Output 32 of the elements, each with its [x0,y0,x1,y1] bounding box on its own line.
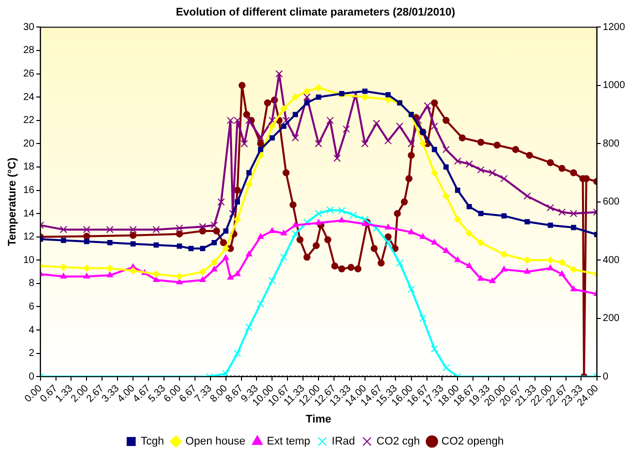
y-tick-label: 18 [23,162,35,173]
y-tick-label: 4 [28,324,35,336]
y2-tick-label: 1000 [602,80,626,92]
chart-title: Evolution of different climate parameters (28/01/2010) [176,6,456,19]
y2-tick-label: 1200 [602,22,626,33]
y2-tick-label: 800 [602,138,620,150]
y2-tick-label: 600 [602,196,620,208]
y-tick-label: 10 [23,254,35,266]
y-tick-label: 8 [28,278,35,290]
y-tick-label: 2 [28,348,35,360]
y-tick-label: 12 [23,232,35,243]
legend-label: IRad [332,436,356,448]
legend-label: Ext temp [266,436,310,448]
y2-tick-label: 400 [602,254,620,266]
y-tick-label: 22 [23,115,35,126]
y-tick-label: 30 [23,22,35,33]
legend-label: CO2 cgh [376,436,420,448]
y-tick-label: 26 [23,68,35,80]
y2-tick-label: 200 [602,313,620,324]
y-tick-label: 14 [23,208,35,220]
y2-tick-label: 0 [602,371,609,382]
legend-label: CO2 opengh [441,436,504,448]
y-tick-label: 16 [23,185,35,196]
y-tick-label: 6 [28,301,35,312]
y-tick-label: 0 [28,371,35,382]
y-tick-label: 24 [23,92,35,103]
legend-label: Open house [185,436,246,448]
legend-label: Tcgh [140,436,164,448]
x-axis-title: Time [306,413,332,426]
y-tick-label: 20 [23,138,35,150]
y-tick-label: 28 [23,45,35,56]
y-axis-title: Temperature (°C) [6,157,19,246]
